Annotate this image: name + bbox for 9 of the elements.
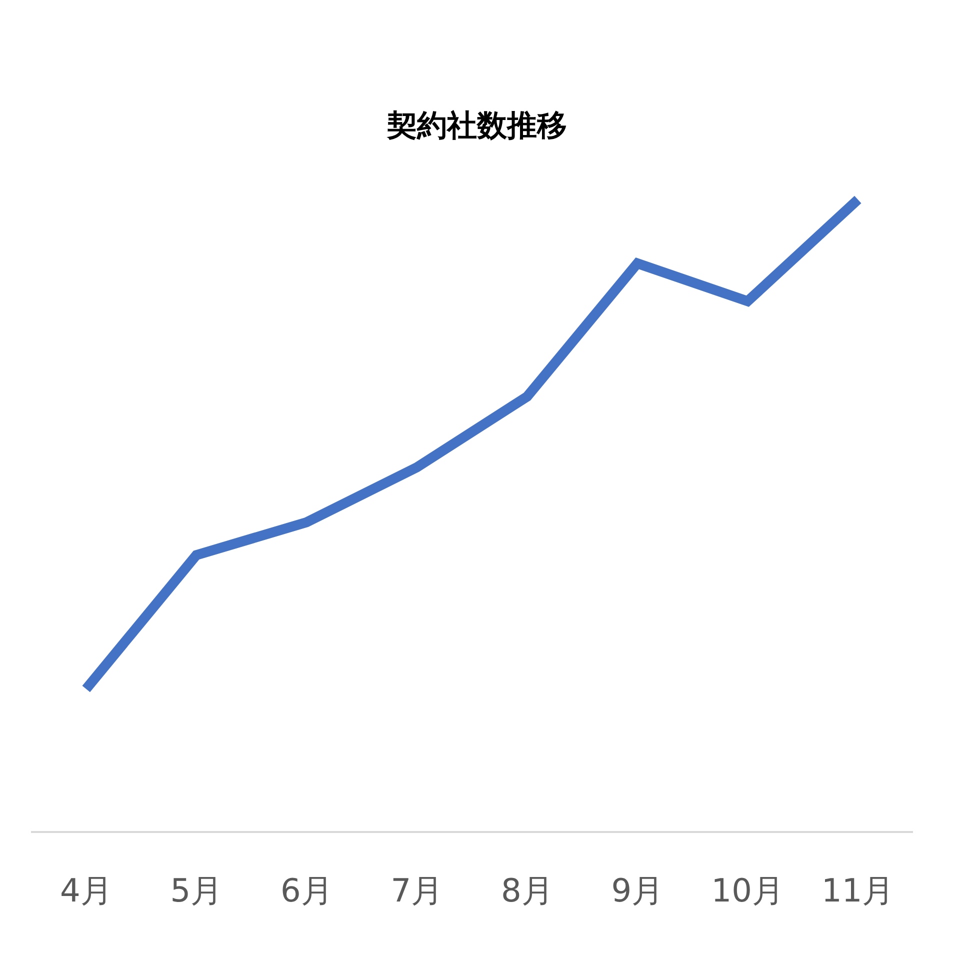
x-tick-label: 6月 [280, 871, 333, 910]
x-tick-label: 10月 [711, 871, 784, 910]
x-tick-label: 4月 [60, 871, 112, 910]
chart-title: 契約社数推移 [386, 108, 567, 144]
x-tick-label: 8月 [500, 871, 554, 910]
x-tick-label: 5月 [170, 871, 223, 910]
x-tick-label: 11月 [822, 871, 894, 910]
x-tick-label: 9月 [611, 871, 664, 910]
x-tick-label: 7月 [390, 871, 444, 910]
